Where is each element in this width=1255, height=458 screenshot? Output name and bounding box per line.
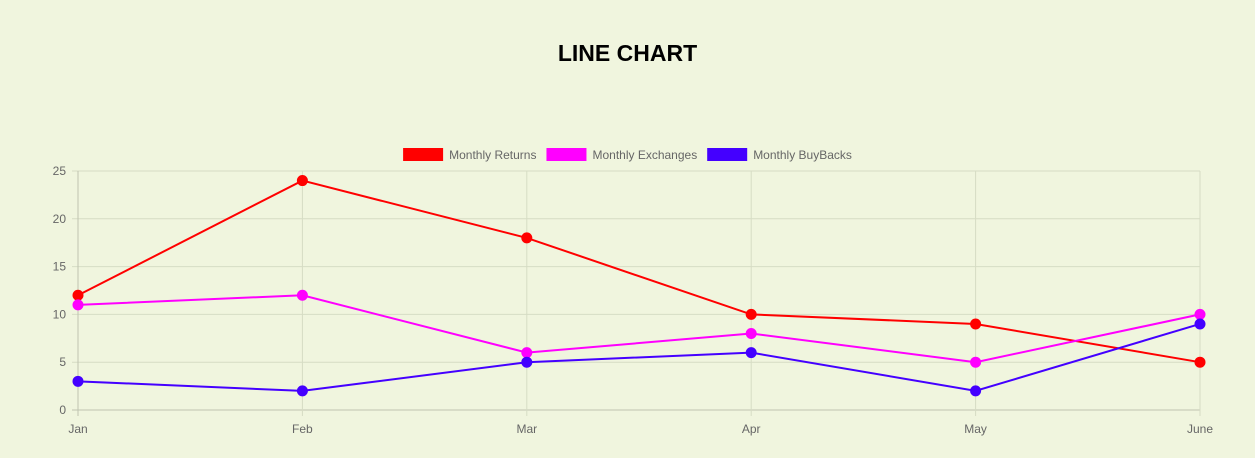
series-line-1	[77, 179, 1201, 364]
data-point[interactable]	[72, 375, 84, 387]
data-point[interactable]	[745, 308, 757, 320]
x-tick-label: Jan	[68, 422, 87, 436]
legend-swatch-1[interactable]	[403, 148, 444, 161]
data-point[interactable]	[745, 328, 757, 340]
data-point[interactable]	[296, 289, 308, 301]
legend-label-1[interactable]: Monthly Returns	[449, 148, 536, 162]
legend-label-2[interactable]: Monthly Exchanges	[592, 148, 697, 162]
x-tick-label: Feb	[292, 422, 313, 436]
data-point[interactable]	[521, 232, 533, 244]
x-tick-label: Mar	[516, 422, 537, 436]
x-tick-label: June	[1187, 422, 1213, 436]
y-tick-label: 0	[59, 403, 66, 417]
series-line-2	[77, 294, 1201, 364]
legend-swatch-2[interactable]	[546, 148, 587, 161]
y-tick-label: 25	[53, 164, 67, 178]
data-point[interactable]	[970, 318, 982, 330]
series-line-3	[77, 323, 1201, 392]
chart-title: LINE CHART	[557, 40, 698, 66]
data-point[interactable]	[72, 299, 84, 311]
data-point[interactable]	[970, 385, 982, 397]
data-point[interactable]	[72, 289, 84, 301]
data-point[interactable]	[296, 175, 308, 187]
x-tick-label: Apr	[742, 422, 761, 436]
x-tick-label: May	[964, 422, 987, 436]
data-point[interactable]	[745, 347, 757, 359]
data-point[interactable]	[1194, 318, 1206, 330]
data-point[interactable]	[1194, 308, 1206, 320]
data-point[interactable]	[296, 385, 308, 397]
data-point[interactable]	[521, 356, 533, 368]
legend-swatch-3[interactable]	[707, 148, 748, 161]
data-point[interactable]	[1194, 356, 1206, 368]
data-point[interactable]	[970, 356, 982, 368]
data-point[interactable]	[521, 347, 533, 359]
y-tick-label: 20	[53, 212, 67, 226]
y-tick-label: 10	[53, 307, 67, 321]
y-tick-label: 5	[59, 355, 66, 369]
legend-label-3[interactable]: Monthly BuyBacks	[753, 148, 852, 162]
y-tick-label: 15	[53, 260, 67, 274]
